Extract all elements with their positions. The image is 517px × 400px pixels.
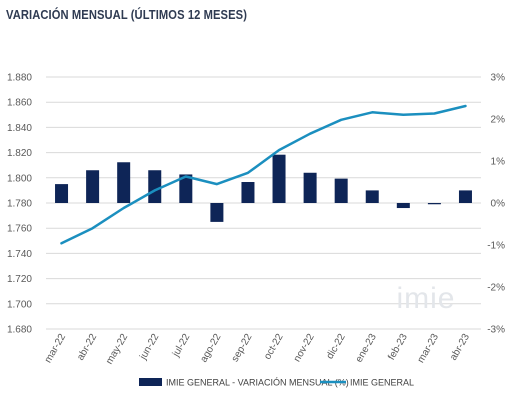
line-point <box>278 149 280 151</box>
left-axis-tick-label: 1.760 <box>7 224 32 235</box>
right-axis-tick-label: -2% <box>487 283 505 294</box>
line-point <box>91 227 94 229</box>
x-axis-tick-label: jun-22 <box>137 332 161 363</box>
line-point <box>402 114 405 116</box>
line-point <box>122 207 125 209</box>
series-line <box>60 104 467 245</box>
legend-bar-label: IMIE GENERAL - VARIACIÓN MENSUAL (%) <box>166 378 349 388</box>
bar <box>117 162 131 203</box>
x-axis-tick-label: ene-23 <box>354 332 379 365</box>
right-axis-tick-label: -3% <box>487 325 505 336</box>
right-axis-tick-label: 1% <box>491 157 506 168</box>
left-axis-tick-label: 1.740 <box>7 249 32 260</box>
bar <box>179 174 193 203</box>
x-axis-tick-label: mar-23 <box>416 332 442 365</box>
gridlines <box>46 76 481 330</box>
bar <box>55 184 69 203</box>
right-axis-ticks: -3% -2% -1% 0% 1% 2% 3% <box>487 73 505 336</box>
left-axis-tick-label: 1.700 <box>7 299 32 310</box>
bar <box>458 190 472 203</box>
bar <box>334 178 348 203</box>
left-axis-tick-label: 1.720 <box>7 274 32 285</box>
right-axis-tick-label: 0% <box>491 199 506 210</box>
line-point <box>247 171 249 174</box>
line-point <box>433 112 436 115</box>
x-axis-tick-label: abr-22 <box>75 332 99 363</box>
legend: IMIE GENERAL - VARIACIÓN MENSUAL (%) IMI… <box>139 378 414 388</box>
bar <box>396 203 410 209</box>
line-point <box>371 111 374 114</box>
left-axis-tick-label: 1.840 <box>7 123 32 134</box>
bar <box>210 203 224 222</box>
left-axis-tick-label: 1.780 <box>7 199 32 210</box>
x-axis-tick-label: oct-22 <box>262 332 286 362</box>
x-axis-tick-label: abr-23 <box>448 332 472 363</box>
line-point <box>340 119 342 121</box>
x-axis-tick-label: feb-23 <box>386 332 410 362</box>
right-axis-tick-label: 3% <box>491 73 506 84</box>
left-axis-tick-label: 1.860 <box>7 98 32 109</box>
legend-line-label: IMIE GENERAL <box>350 378 414 388</box>
line-point <box>60 242 63 245</box>
watermark-logo: imie <box>396 282 455 315</box>
x-axis-tick-label: ago-22 <box>198 332 223 365</box>
left-axis-tick-label: 1.800 <box>7 173 32 184</box>
legend-bar-swatch <box>139 378 162 386</box>
chart-title: VARIACIÓN MENSUAL (ÚLTIMOS 12 MESES) <box>6 7 248 22</box>
x-axis-tick-label: sep-22 <box>230 332 255 364</box>
bar <box>365 190 379 203</box>
x-axis-tick-label: nov-22 <box>292 332 317 364</box>
right-axis-tick-label: 2% <box>491 115 506 126</box>
x-axis-ticks: mar-22 abr-22 may-22 jun-22 jul-22 ago-22 sep-… <box>43 332 473 367</box>
bar <box>427 203 441 205</box>
x-axis-tick-label: jul-22 <box>170 332 192 360</box>
left-axis-tick-label: 1.680 <box>7 325 32 336</box>
x-axis-tick-label: dic-22 <box>325 332 348 361</box>
x-axis-tick-label: mar-22 <box>43 332 69 365</box>
line-point <box>153 189 156 192</box>
bar <box>86 170 100 203</box>
bar-series <box>55 154 472 222</box>
left-axis-tick-label: 1.880 <box>7 73 32 84</box>
bar <box>241 182 255 203</box>
line-point <box>464 105 467 107</box>
line-series <box>60 104 467 245</box>
line-point <box>309 132 311 135</box>
bar <box>272 154 286 203</box>
bar <box>303 172 317 203</box>
line-point <box>216 183 218 185</box>
left-axis-tick-label: 1.820 <box>7 148 32 159</box>
left-axis-ticks: 1.680 1.700 1.720 1.740 1.760 1.780 1.800 1.820… <box>7 73 32 336</box>
line-point <box>185 175 187 178</box>
bar <box>148 170 162 203</box>
x-axis-tick-label: may-22 <box>104 332 130 367</box>
right-axis-tick-label: -1% <box>487 241 505 252</box>
